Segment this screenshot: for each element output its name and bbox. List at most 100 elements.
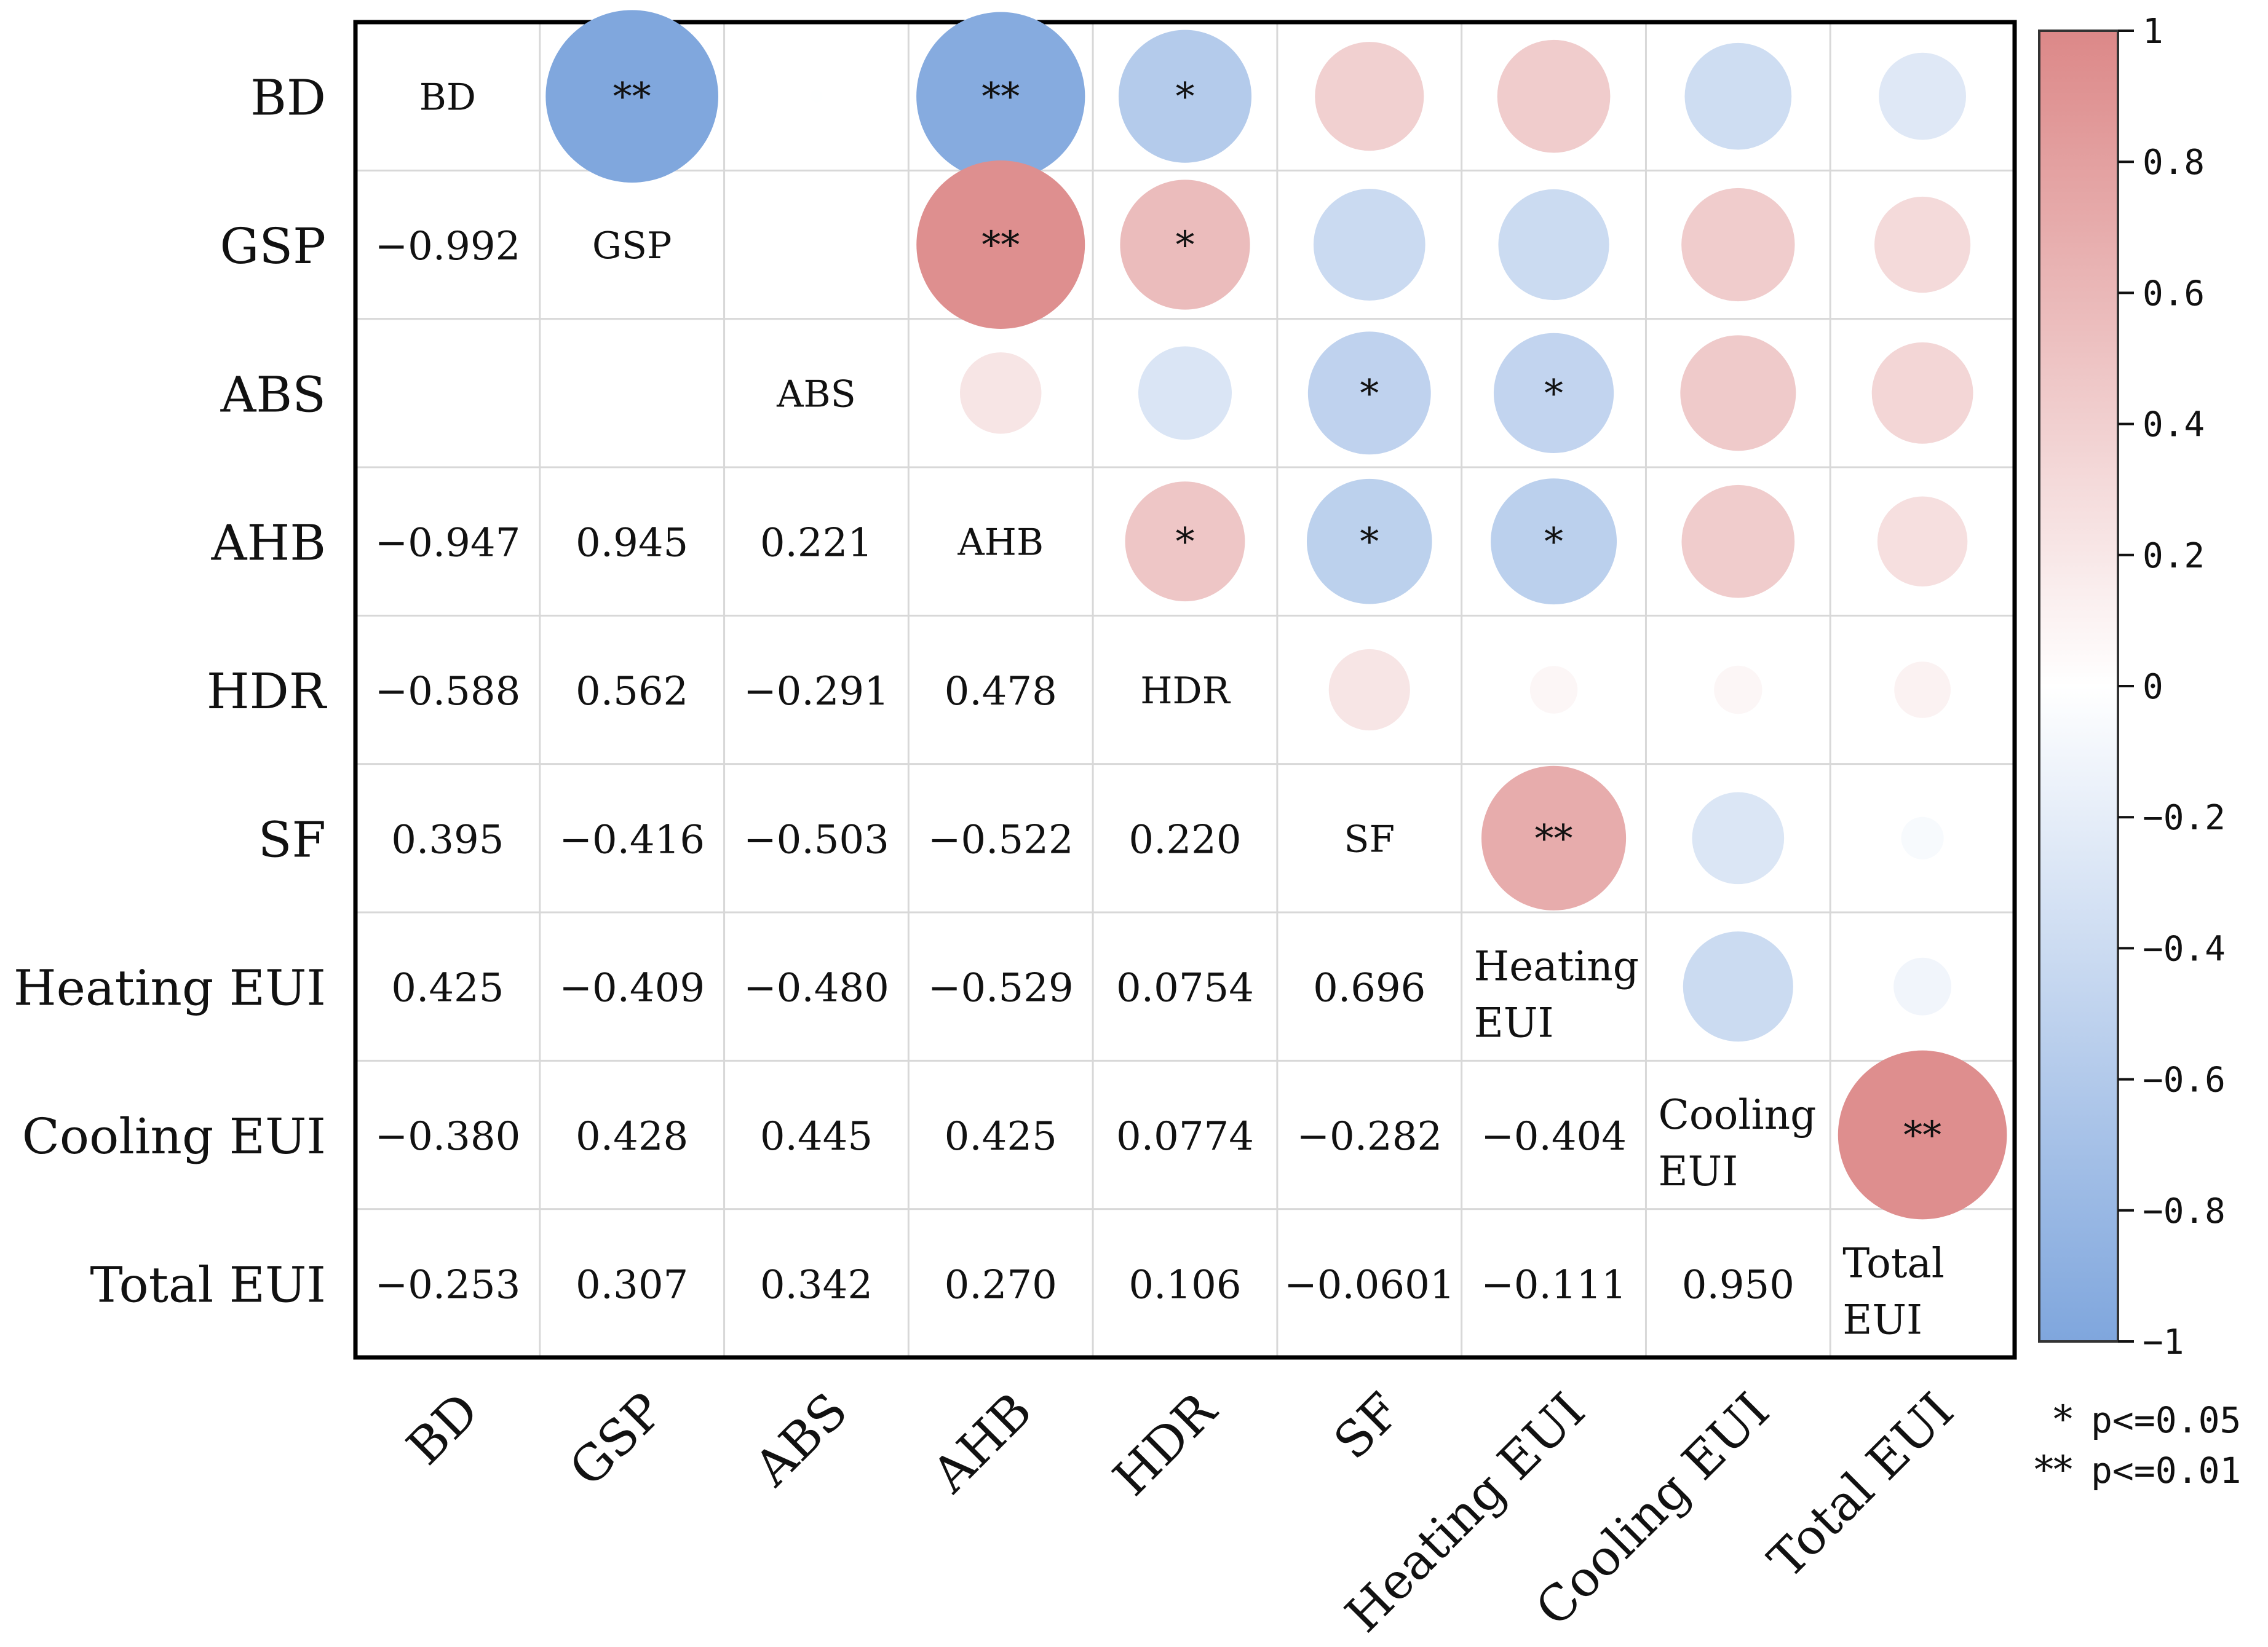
legend-text: p<=0.01 bbox=[2091, 1450, 2241, 1491]
correlation-value: −0.480 bbox=[743, 966, 889, 1011]
diagonal-label: Cooling EUI bbox=[1658, 1091, 1816, 1195]
colorbar-tick-label: −0.6 bbox=[2143, 1060, 2226, 1100]
correlation-value: −0.0601 bbox=[1284, 1262, 1455, 1308]
diagonal-label: Total EUI bbox=[1842, 1239, 1945, 1343]
colorbar-tick-label: −1 bbox=[2143, 1322, 2184, 1362]
column-label: HDR bbox=[1102, 1381, 1228, 1507]
significance-mark: * bbox=[1176, 519, 1195, 564]
row-label: SF bbox=[258, 811, 326, 868]
diagonal-label: Heating EUI bbox=[1474, 943, 1639, 1047]
correlation-circle bbox=[1871, 342, 1973, 444]
correlation-circle bbox=[1877, 496, 1968, 587]
correlation-circle bbox=[1681, 484, 1795, 598]
correlation-circle bbox=[1893, 957, 1952, 1016]
correlation-value: 0.478 bbox=[945, 669, 1057, 714]
correlation-value: 0.307 bbox=[576, 1262, 688, 1308]
diagonal-label: AHB bbox=[957, 521, 1044, 564]
colorbar bbox=[2038, 30, 2119, 1343]
correlation-circle bbox=[1315, 42, 1424, 151]
correlation-value: −0.522 bbox=[928, 817, 1074, 863]
correlation-value: −0.947 bbox=[375, 521, 520, 566]
correlation-circle bbox=[1529, 666, 1578, 714]
correlation-circle bbox=[1328, 649, 1410, 731]
column-label: SF bbox=[1323, 1382, 1411, 1471]
correlation-value: −0.992 bbox=[375, 224, 520, 269]
correlation-circle bbox=[1481, 765, 1627, 910]
diagonal-label: HDR bbox=[1140, 669, 1231, 713]
correlation-circle bbox=[1491, 478, 1617, 605]
correlation-value: 0.342 bbox=[760, 1262, 873, 1308]
correlation-value: −0.503 bbox=[743, 817, 889, 863]
correlation-circle bbox=[1497, 39, 1611, 153]
row-label: GSP bbox=[220, 218, 326, 275]
correlation-value: 0.270 bbox=[945, 1262, 1057, 1308]
legend-text: p<=0.05 bbox=[2091, 1399, 2241, 1441]
correlation-circle bbox=[1683, 931, 1793, 1042]
significance-mark: ** bbox=[981, 223, 1020, 267]
correlation-circle bbox=[1680, 335, 1796, 451]
colorbar-tick-label: 0.6 bbox=[2143, 274, 2205, 314]
correlation-circle bbox=[959, 352, 1042, 434]
correlation-circle bbox=[1681, 188, 1795, 302]
significance-mark: * bbox=[1360, 371, 1379, 416]
plot-frame bbox=[353, 20, 2017, 1360]
significance-mark: * bbox=[1544, 519, 1563, 564]
column-label: AHB bbox=[921, 1382, 1042, 1504]
row-label: ABS bbox=[220, 366, 326, 423]
significance-mark: ** bbox=[981, 74, 1020, 119]
significance-mark: ** bbox=[1903, 1113, 1941, 1158]
significance-mark: ** bbox=[613, 74, 651, 119]
correlation-value: 0.395 bbox=[391, 817, 504, 863]
correlation-value: −0.111 bbox=[1481, 1262, 1627, 1308]
correlation-value: 0.950 bbox=[1682, 1262, 1794, 1308]
correlation-value: −0.282 bbox=[1296, 1114, 1442, 1159]
correlation-value: 0.0774 bbox=[1116, 1114, 1254, 1159]
correlation-value: 0.425 bbox=[945, 1114, 1057, 1159]
correlation-circle bbox=[1125, 481, 1245, 602]
correlation-circle bbox=[916, 160, 1085, 329]
colorbar-tick-label: 0.8 bbox=[2143, 143, 2205, 183]
colorbar-tick-label: 0.2 bbox=[2143, 536, 2205, 576]
correlation-value: 0.562 bbox=[576, 669, 688, 714]
correlation-circle bbox=[1493, 333, 1614, 453]
correlation-value: −0.291 bbox=[743, 669, 889, 714]
column-label: GSP bbox=[558, 1382, 674, 1498]
correlation-circle bbox=[1714, 665, 1762, 714]
correlation-circle bbox=[811, 240, 822, 250]
diagonal-label: SF bbox=[1344, 818, 1395, 861]
correlation-circle bbox=[1684, 42, 1792, 150]
correlation-value: −0.404 bbox=[1481, 1114, 1627, 1159]
diagonal-label: ABS bbox=[776, 373, 856, 416]
row-label: HDR bbox=[207, 663, 328, 720]
correlation-value: 0.445 bbox=[760, 1114, 873, 1159]
row-label: Cooling EUI bbox=[22, 1108, 326, 1165]
row-label: Heating EUI bbox=[14, 960, 326, 1017]
colorbar-tick-label: 1 bbox=[2143, 12, 2163, 52]
diagonal-label: BD bbox=[419, 76, 476, 119]
correlation-value: −0.588 bbox=[375, 669, 520, 714]
correlation-value: 0.0754 bbox=[1116, 966, 1254, 1011]
colorbar-tick-label: −0.2 bbox=[2143, 798, 2226, 838]
colorbar-tick-label: 0 bbox=[2143, 667, 2163, 707]
correlation-value: −0.253 bbox=[375, 1262, 520, 1308]
column-label: Total EUI bbox=[1758, 1382, 1965, 1589]
correlation-circle bbox=[1138, 346, 1232, 440]
correlation-circle bbox=[810, 90, 823, 103]
row-label: BD bbox=[250, 69, 326, 127]
correlation-circle bbox=[1120, 180, 1250, 310]
correlation-circle bbox=[1307, 331, 1431, 455]
row-label: AHB bbox=[211, 515, 326, 572]
significance-mark: * bbox=[1360, 519, 1379, 564]
significance-mark: * bbox=[1176, 223, 1195, 267]
correlation-circle bbox=[1118, 30, 1252, 163]
correlation-circle bbox=[1498, 189, 1609, 301]
correlation-circle bbox=[1901, 816, 1944, 859]
correlation-circle bbox=[1313, 189, 1425, 301]
colorbar-tick-label: −0.8 bbox=[2143, 1191, 2226, 1231]
correlation-value: 0.428 bbox=[576, 1114, 688, 1159]
column-label: BD bbox=[396, 1382, 490, 1476]
column-label: ABS bbox=[743, 1382, 858, 1498]
correlation-value: −0.409 bbox=[559, 966, 705, 1011]
legend-symbol: ** bbox=[2034, 1447, 2072, 1492]
